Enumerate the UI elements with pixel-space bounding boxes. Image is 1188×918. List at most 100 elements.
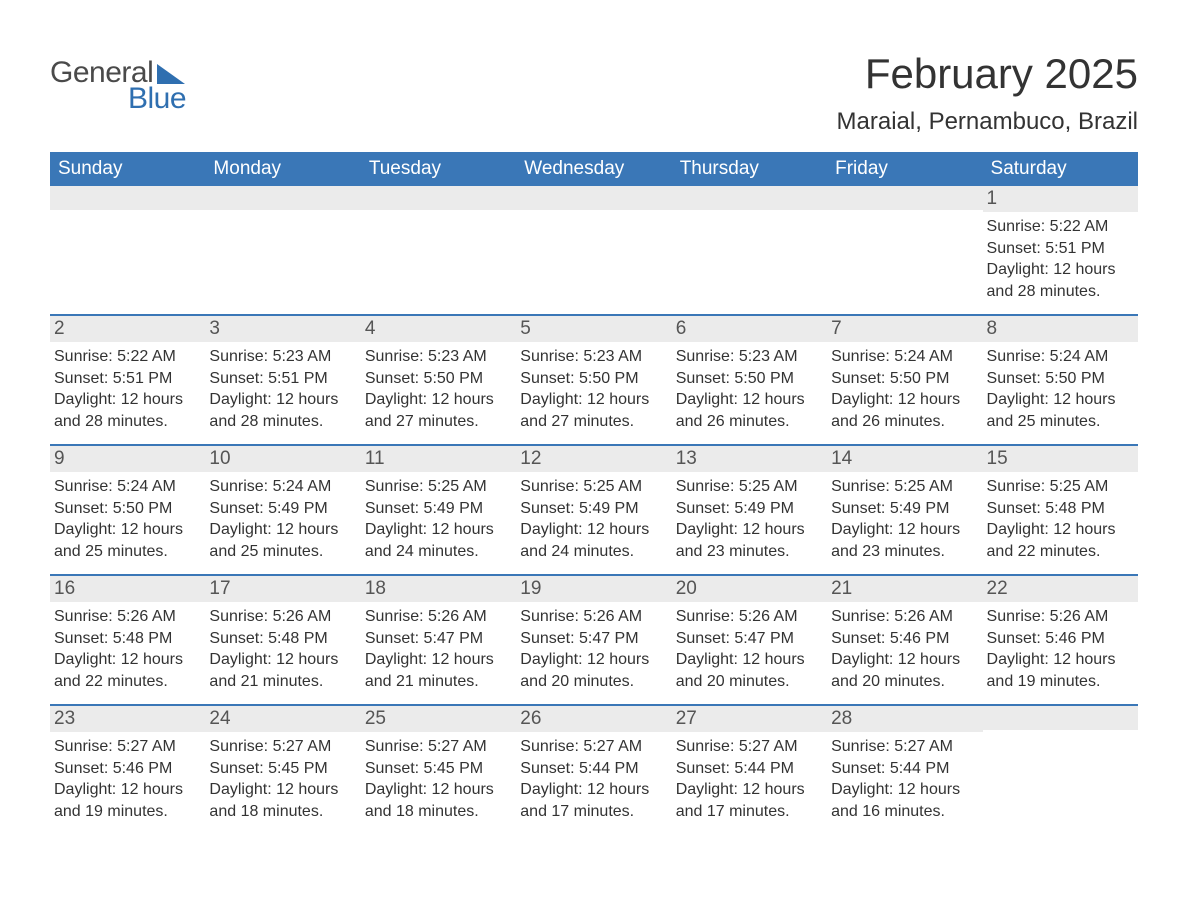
daylight-line: Daylight: 12 hours and 25 minutes. — [987, 389, 1134, 432]
sunrise-line: Sunrise: 5:24 AM — [209, 476, 356, 498]
day-cell: 7Sunrise: 5:24 AMSunset: 5:50 PMDaylight… — [827, 316, 982, 444]
sunrise-line: Sunrise: 5:23 AM — [520, 346, 667, 368]
day-cell: 2Sunrise: 5:22 AMSunset: 5:51 PMDaylight… — [50, 316, 205, 444]
day-cell: 11Sunrise: 5:25 AMSunset: 5:49 PMDayligh… — [361, 446, 516, 574]
daylight-line: Daylight: 12 hours and 23 minutes. — [831, 519, 978, 562]
sunset-line: Sunset: 5:47 PM — [365, 628, 512, 650]
day-number: 24 — [205, 706, 360, 732]
sunrise-line: Sunrise: 5:25 AM — [365, 476, 512, 498]
sunset-line: Sunset: 5:47 PM — [520, 628, 667, 650]
day-number: 13 — [672, 446, 827, 472]
day-cell: 26 Sunrise: 5:27 AMSunset: 5:44 PMDayligh… — [516, 706, 671, 834]
logo: General Blue — [50, 56, 186, 116]
day-number: 14 — [827, 446, 982, 472]
day-number: 28 — [827, 706, 982, 732]
daylight-line: Daylight: 12 hours and 18 minutes. — [365, 779, 512, 822]
day-cell — [983, 706, 1138, 834]
daylight-line: Daylight: 12 hours and 22 minutes. — [54, 649, 201, 692]
day-cell: 19 Sunrise: 5:26 AMSunset: 5:47 PMDayligh… — [516, 576, 671, 704]
sunset-line: Sunset: 5:49 PM — [676, 498, 823, 520]
sunset-line: Sunset: 5:50 PM — [676, 368, 823, 390]
day-number: 11 — [361, 446, 516, 472]
daylight-line: Daylight: 12 hours and 25 minutes. — [209, 519, 356, 562]
sunrise-line: Sunrise: 5:27 AM — [676, 736, 823, 758]
sunrise-line: Sunrise: 5:23 AM — [365, 346, 512, 368]
daylight-line: Daylight: 12 hours and 26 minutes. — [831, 389, 978, 432]
day-number: 16 — [50, 576, 205, 602]
sunrise-line: Sunrise: 5:25 AM — [520, 476, 667, 498]
daylight-line: Daylight: 12 hours and 22 minutes. — [987, 519, 1134, 562]
daylight-line: Daylight: 12 hours and 16 minutes. — [831, 779, 978, 822]
daylight-line: Daylight: 12 hours and 20 minutes. — [831, 649, 978, 692]
day-number: 4 — [361, 316, 516, 342]
day-number: 15 — [983, 446, 1138, 472]
day-cell: 22Sunrise: 5:26 AMSunset: 5:46 PMDayligh… — [983, 576, 1138, 704]
daylight-line: Daylight: 12 hours and 24 minutes. — [520, 519, 667, 562]
day-details: Sunrise: 5:26 AMSunset: 5:47 PMDaylight:… — [520, 606, 667, 692]
sunrise-line: Sunrise: 5:23 AM — [209, 346, 356, 368]
daylight-line: Daylight: 12 hours and 27 minutes. — [520, 389, 667, 432]
weeks-container: 1Sunrise: 5:22 AMSunset: 5:51 PMDaylight… — [50, 186, 1138, 834]
day-details: Sunrise: 5:24 AMSunset: 5:49 PMDaylight:… — [209, 476, 356, 562]
day-number: 17 — [205, 576, 360, 602]
daylight-line: Daylight: 12 hours and 21 minutes. — [209, 649, 356, 692]
day-number: 3 — [205, 316, 360, 342]
sunset-line: Sunset: 5:47 PM — [676, 628, 823, 650]
daylight-line: Daylight: 12 hours and 24 minutes. — [365, 519, 512, 562]
day-cell: 5Sunrise: 5:23 AMSunset: 5:50 PMDaylight… — [516, 316, 671, 444]
day-cell: 3 Sunrise: 5:23 AMSunset: 5:51 PMDaylight… — [205, 316, 360, 444]
day-details: Sunrise: 5:25 AMSunset: 5:49 PMDaylight:… — [831, 476, 978, 562]
sunrise-line: Sunrise: 5:25 AM — [831, 476, 978, 498]
day-number — [361, 186, 516, 210]
sunset-line: Sunset: 5:44 PM — [676, 758, 823, 780]
sunrise-line: Sunrise: 5:26 AM — [54, 606, 201, 628]
day-cell — [516, 186, 671, 314]
sunset-line: Sunset: 5:45 PM — [209, 758, 356, 780]
header: General Blue February 2025 Maraial, Pern… — [50, 50, 1138, 148]
day-details: Sunrise: 5:23 AMSunset: 5:51 PMDaylight:… — [209, 346, 356, 432]
sunset-line: Sunset: 5:51 PM — [54, 368, 201, 390]
day-details: Sunrise: 5:26 AMSunset: 5:47 PMDaylight:… — [365, 606, 512, 692]
day-number: 2 — [50, 316, 205, 342]
day-cell — [672, 186, 827, 314]
day-number: 22 — [983, 576, 1138, 602]
day-details: Sunrise: 5:26 AMSunset: 5:48 PMDaylight:… — [209, 606, 356, 692]
day-details: Sunrise: 5:23 AMSunset: 5:50 PMDaylight:… — [676, 346, 823, 432]
day-details: Sunrise: 5:27 AMSunset: 5:45 PMDaylight:… — [209, 736, 356, 822]
day-details: Sunrise: 5:27 AMSunset: 5:44 PMDaylight:… — [520, 736, 667, 822]
day-number: 20 — [672, 576, 827, 602]
sunset-line: Sunset: 5:44 PM — [520, 758, 667, 780]
sunset-line: Sunset: 5:46 PM — [987, 628, 1134, 650]
week-row: 1Sunrise: 5:22 AMSunset: 5:51 PMDaylight… — [50, 186, 1138, 314]
day-cell: 17 Sunrise: 5:26 AMSunset: 5:48 PMDayligh… — [205, 576, 360, 704]
day-details: Sunrise: 5:23 AMSunset: 5:50 PMDaylight:… — [520, 346, 667, 432]
day-cell: 18Sunrise: 5:26 AMSunset: 5:47 PMDayligh… — [361, 576, 516, 704]
weekday-header: Sunday — [50, 152, 205, 186]
week-row: 16Sunrise: 5:26 AMSunset: 5:48 PMDayligh… — [50, 574, 1138, 704]
sunset-line: Sunset: 5:45 PM — [365, 758, 512, 780]
day-cell: 13Sunrise: 5:25 AMSunset: 5:49 PMDayligh… — [672, 446, 827, 574]
weekday-header-row: Sunday Monday Tuesday Wednesday Thursday… — [50, 152, 1138, 186]
sunrise-line: Sunrise: 5:26 AM — [987, 606, 1134, 628]
weekday-header: Saturday — [983, 152, 1138, 186]
sunrise-line: Sunrise: 5:24 AM — [54, 476, 201, 498]
sunrise-line: Sunrise: 5:22 AM — [987, 216, 1134, 238]
sunrise-line: Sunrise: 5:26 AM — [209, 606, 356, 628]
day-number — [516, 186, 671, 210]
weekday-header: Thursday — [672, 152, 827, 186]
day-details: Sunrise: 5:22 AMSunset: 5:51 PMDaylight:… — [987, 216, 1134, 302]
sunrise-line: Sunrise: 5:25 AM — [987, 476, 1134, 498]
daylight-line: Daylight: 12 hours and 27 minutes. — [365, 389, 512, 432]
day-cell: 9Sunrise: 5:24 AMSunset: 5:50 PMDaylight… — [50, 446, 205, 574]
day-details: Sunrise: 5:27 AMSunset: 5:45 PMDaylight:… — [365, 736, 512, 822]
day-number: 19 — [516, 576, 671, 602]
daylight-line: Daylight: 12 hours and 26 minutes. — [676, 389, 823, 432]
day-number: 26 — [516, 706, 671, 732]
location: Maraial, Pernambuco, Brazil — [837, 108, 1138, 136]
day-cell: 8Sunrise: 5:24 AMSunset: 5:50 PMDaylight… — [983, 316, 1138, 444]
daylight-line: Daylight: 12 hours and 25 minutes. — [54, 519, 201, 562]
day-number — [672, 186, 827, 210]
logo-triangle-icon — [157, 64, 185, 84]
day-cell: 20Sunrise: 5:26 AMSunset: 5:47 PMDayligh… — [672, 576, 827, 704]
daylight-line: Daylight: 12 hours and 28 minutes. — [54, 389, 201, 432]
